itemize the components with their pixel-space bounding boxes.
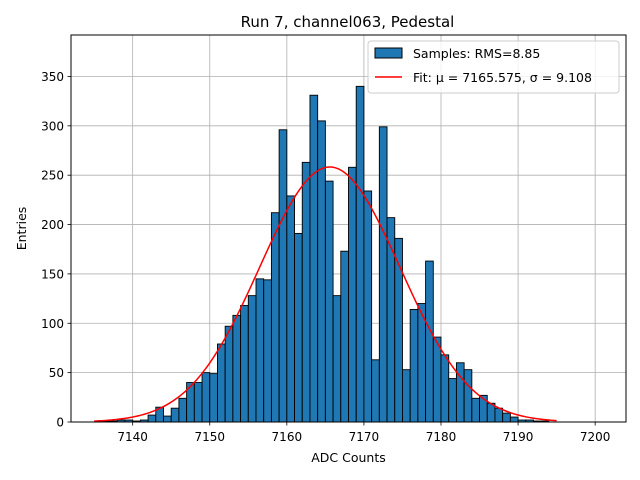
histogram-bar [348,166,357,423]
histogram-bar [409,309,419,423]
plot-area [70,34,627,423]
x-tick-label: 7190 [503,430,534,444]
histogram-bar [417,303,427,423]
histogram-bar [201,372,211,423]
y-tick-label: 0 [56,416,64,430]
x-tick-label: 7200 [580,430,611,444]
histogram-bar [502,412,511,423]
histogram-bar [163,415,172,423]
histogram-bar [455,362,465,423]
histogram-bar [170,407,180,423]
histogram-bar [217,343,226,423]
histogram-bar [270,212,280,423]
histogram-bar [332,295,342,423]
histogram-bar [509,416,519,423]
histogram-bar [494,407,504,423]
y-tick-label: 200 [41,218,64,232]
x-axis-label: ADC Counts [311,450,386,465]
x-axis-ticks: 7140 7150 7160 7170 7180 7190 7200 [117,422,610,444]
fit-curve [94,166,557,422]
histogram-bars [101,85,550,423]
legend: Samples: RMS=8.85 Fit: μ = 7165.575, σ =… [367,40,620,94]
x-tick-label: 7180 [426,430,457,444]
histogram-bar [278,129,288,423]
histogram-bar [178,397,188,423]
histogram-bar [378,126,388,423]
histogram-bar [471,397,480,423]
chart-title: Run 7, channel063, Pedestal [241,13,455,31]
y-tick-label: 300 [41,119,64,133]
histogram-bar [324,180,334,423]
legend-histogram-swatch [374,47,403,59]
histogram-bar [147,414,157,423]
histogram-bar [224,325,234,423]
histogram-bar [286,195,295,423]
y-tick-label: 150 [41,267,64,281]
histogram-bar [432,336,442,423]
histogram-bar [340,250,349,423]
plot-frame [70,34,627,423]
histogram-bar [317,120,326,423]
y-tick-label: 50 [49,366,64,380]
histogram-bar [193,382,203,423]
x-tick-label: 7150 [194,430,225,444]
histogram-bar [255,278,265,423]
histogram-bar [263,279,272,423]
histogram-bar [463,369,473,423]
histogram-bar [232,314,242,423]
y-tick-label: 100 [41,317,64,331]
histogram-bar [371,359,380,423]
histogram-bar [209,373,218,423]
histogram-bar [402,369,411,423]
legend-fit-label: Fit: μ = 7165.575, σ = 9.108 [413,70,592,85]
histogram-bar [294,232,303,423]
histogram-bar [440,354,450,423]
x-tick-label: 7160 [272,430,303,444]
y-axis-ticks: 0 50 100 150 200 250 300 350 [41,70,71,430]
x-tick-label: 7170 [349,430,380,444]
histogram-bar [301,161,311,423]
histogram-bar [247,295,257,423]
histogram-bar [240,305,249,423]
histogram-bar [448,378,457,423]
histogram-bar [309,94,319,423]
legend-box [367,40,620,94]
y-tick-label: 350 [41,70,64,84]
histogram-bar [355,85,365,423]
x-tick-label: 7140 [117,430,148,444]
histogram-bar [363,190,373,423]
y-axis-label: Entries [14,207,29,251]
histogram-bar [425,260,434,423]
y-tick-label: 250 [41,169,64,183]
legend-histogram-label: Samples: RMS=8.85 [413,46,540,61]
